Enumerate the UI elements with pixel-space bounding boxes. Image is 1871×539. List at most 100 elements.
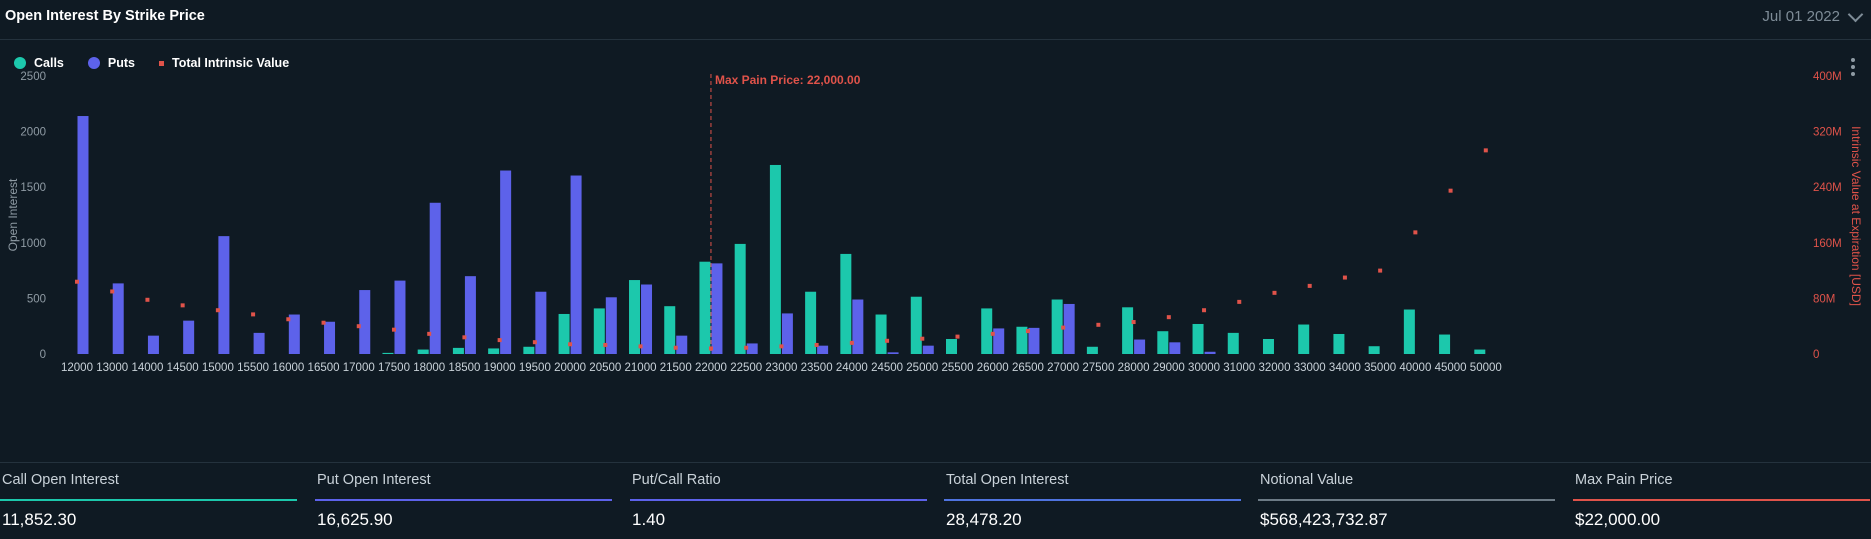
intrinsic-marker xyxy=(427,331,432,336)
bar-puts xyxy=(429,202,441,354)
bar-calls xyxy=(1474,349,1486,354)
intrinsic-marker xyxy=(603,342,608,347)
x-tick-label: 23000 xyxy=(765,362,797,374)
bar-calls xyxy=(1157,331,1169,354)
x-tick-label: 33000 xyxy=(1294,362,1326,374)
x-tick-label: 18500 xyxy=(448,362,480,374)
bar-puts xyxy=(359,290,371,354)
x-tick-label: 27500 xyxy=(1082,362,1114,374)
intrinsic-marker xyxy=(180,303,185,308)
bar-calls xyxy=(1016,326,1028,354)
bar-puts xyxy=(641,284,653,354)
x-tick-label: 25000 xyxy=(906,362,938,374)
stat-value: 1.40 xyxy=(632,510,666,529)
bar-puts xyxy=(394,280,406,354)
puts-legend-dot xyxy=(87,57,100,69)
bar-puts xyxy=(1028,327,1040,354)
stat-value: 28,478.20 xyxy=(946,510,1022,529)
bar-calls xyxy=(840,253,852,354)
intrinsic-marker xyxy=(1237,299,1242,304)
bar-puts xyxy=(1169,342,1181,354)
x-tick-label: 20000 xyxy=(554,362,586,374)
bar-calls xyxy=(946,338,957,354)
x-tick-label: 25500 xyxy=(942,362,974,374)
x-tick-label: 32000 xyxy=(1258,362,1290,374)
x-tick-label: 21500 xyxy=(660,362,692,374)
bar-calls xyxy=(1403,309,1415,354)
more-options-icon[interactable] xyxy=(1851,58,1855,76)
x-tick-label: 16000 xyxy=(272,362,304,374)
y-axis-title: Open Interest xyxy=(6,178,20,251)
intrinsic-marker xyxy=(1378,268,1383,273)
x-tick-label: 40000 xyxy=(1399,362,1431,374)
stats-bar: Call Open Interest 11,852.30 Put Open In… xyxy=(0,462,1871,539)
x-tick-label: 17500 xyxy=(378,362,410,374)
stat-accent-line xyxy=(1573,499,1870,501)
intrinsic-marker xyxy=(1413,230,1418,235)
bar-calls xyxy=(769,164,781,354)
stat-accent-line xyxy=(944,499,1241,501)
x-tick-label: 13000 xyxy=(96,362,128,374)
intrinsic-marker xyxy=(75,279,79,284)
y2-tick-label: 160M xyxy=(1813,238,1842,250)
intrinsic-marker xyxy=(955,334,960,339)
legend-label-calls: Calls xyxy=(34,56,64,70)
legend-item-calls[interactable]: Calls xyxy=(14,56,64,70)
y2-tick-label: 0 xyxy=(1813,349,1819,361)
intrinsic-marker xyxy=(849,340,854,345)
stat-label: Put/Call Ratio xyxy=(632,472,721,488)
y-tick-label: 500 xyxy=(27,293,46,305)
bar-calls xyxy=(875,314,887,354)
intrinsic-marker xyxy=(990,331,995,336)
bar-puts xyxy=(852,299,864,354)
stat-value: 11,852.30 xyxy=(2,510,77,529)
intrinsic-marker xyxy=(1448,188,1453,193)
bar-calls xyxy=(382,352,394,354)
bar-calls xyxy=(1122,307,1134,354)
x-tick-label: 45000 xyxy=(1435,362,1467,374)
x-tick-label: 22500 xyxy=(730,362,762,374)
x-tick-label: 14500 xyxy=(167,362,199,374)
x-tick-label: 18000 xyxy=(413,362,445,374)
intrinsic-marker xyxy=(532,340,537,345)
legend-label-puts: Puts xyxy=(107,56,135,70)
y-tick-label: 0 xyxy=(40,349,46,361)
x-tick-label: 15000 xyxy=(202,362,234,374)
bar-puts xyxy=(112,283,124,354)
x-tick-label: 26000 xyxy=(977,362,1009,374)
bar-puts xyxy=(77,116,89,354)
bar-puts xyxy=(500,170,512,354)
x-tick-label: 16500 xyxy=(308,362,340,374)
bar-calls xyxy=(1227,332,1239,354)
intrinsic-marker xyxy=(638,344,643,349)
bar-calls xyxy=(488,348,500,354)
intrinsic-marker xyxy=(1342,275,1347,280)
y2-tick-label: 240M xyxy=(1813,182,1842,194)
intrinsic-marker xyxy=(462,335,467,340)
y2-axis-title: Intrinsic Value at Expiration [USD] xyxy=(1849,126,1863,306)
chevron-down-icon xyxy=(1847,6,1864,22)
legend-item-puts[interactable]: Puts xyxy=(87,56,135,70)
bar-calls xyxy=(664,306,676,354)
bar-puts xyxy=(817,345,829,354)
intrinsic-marker xyxy=(321,320,326,325)
y-tick-label: 1500 xyxy=(20,182,46,194)
intrinsic-marker xyxy=(391,327,396,332)
x-tick-label: 31000 xyxy=(1223,362,1255,374)
legend-item-intrinsic[interactable]: Total Intrinsic Value xyxy=(158,56,289,70)
bar-puts xyxy=(1204,351,1216,354)
date-select[interactable]: Jul 01 2022 xyxy=(1762,6,1864,25)
intrinsic-marker xyxy=(1272,290,1277,295)
y2-tick-label: 320M xyxy=(1813,127,1842,139)
bar-puts xyxy=(535,291,547,354)
intrinsic-marker xyxy=(568,342,573,347)
bar-puts xyxy=(288,314,300,354)
y-tick-label: 2000 xyxy=(20,127,46,139)
intrinsic-marker xyxy=(814,342,819,347)
x-tick-label: 24500 xyxy=(871,362,903,374)
chart-legend: Calls Puts Total Intrinsic Value xyxy=(14,56,289,70)
bar-puts xyxy=(218,236,230,354)
intrinsic-marker xyxy=(779,344,784,349)
bar-calls xyxy=(734,243,746,354)
bar-puts xyxy=(746,343,758,354)
